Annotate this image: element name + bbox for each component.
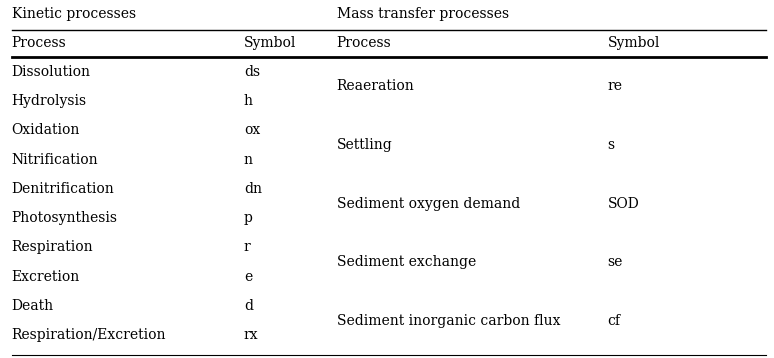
Text: Process: Process xyxy=(12,36,67,50)
Text: Nitrification: Nitrification xyxy=(12,153,98,166)
Text: Sediment exchange: Sediment exchange xyxy=(337,255,476,269)
Text: dn: dn xyxy=(244,182,262,196)
Text: Photosynthesis: Photosynthesis xyxy=(12,211,118,225)
Text: Respiration/Excretion: Respiration/Excretion xyxy=(12,328,166,342)
Text: d: d xyxy=(244,299,253,313)
Text: Hydrolysis: Hydrolysis xyxy=(12,94,87,108)
Text: Respiration: Respiration xyxy=(12,241,93,255)
Text: Excretion: Excretion xyxy=(12,270,80,284)
Text: Sediment oxygen demand: Sediment oxygen demand xyxy=(337,197,520,211)
Text: Reaeration: Reaeration xyxy=(337,79,414,93)
Text: SOD: SOD xyxy=(608,197,639,211)
Text: r: r xyxy=(244,241,251,255)
Text: cf: cf xyxy=(608,314,621,328)
Text: Settling: Settling xyxy=(337,138,392,152)
Text: re: re xyxy=(608,79,622,93)
Text: p: p xyxy=(244,211,252,225)
Text: Dissolution: Dissolution xyxy=(12,65,91,79)
Text: Sediment inorganic carbon flux: Sediment inorganic carbon flux xyxy=(337,314,560,328)
Text: Process: Process xyxy=(337,36,392,50)
Text: Mass transfer processes: Mass transfer processes xyxy=(337,7,509,21)
Text: Death: Death xyxy=(12,299,53,313)
Text: n: n xyxy=(244,153,253,166)
Text: Denitrification: Denitrification xyxy=(12,182,115,196)
Text: Kinetic processes: Kinetic processes xyxy=(12,7,135,21)
Text: s: s xyxy=(608,138,615,152)
Text: Symbol: Symbol xyxy=(608,36,660,50)
Text: se: se xyxy=(608,255,623,269)
Text: e: e xyxy=(244,270,252,284)
Text: rx: rx xyxy=(244,328,259,342)
Text: Symbol: Symbol xyxy=(244,36,296,50)
Text: Oxidation: Oxidation xyxy=(12,123,80,137)
Text: h: h xyxy=(244,94,253,108)
Text: ox: ox xyxy=(244,123,260,137)
Text: ds: ds xyxy=(244,65,260,79)
